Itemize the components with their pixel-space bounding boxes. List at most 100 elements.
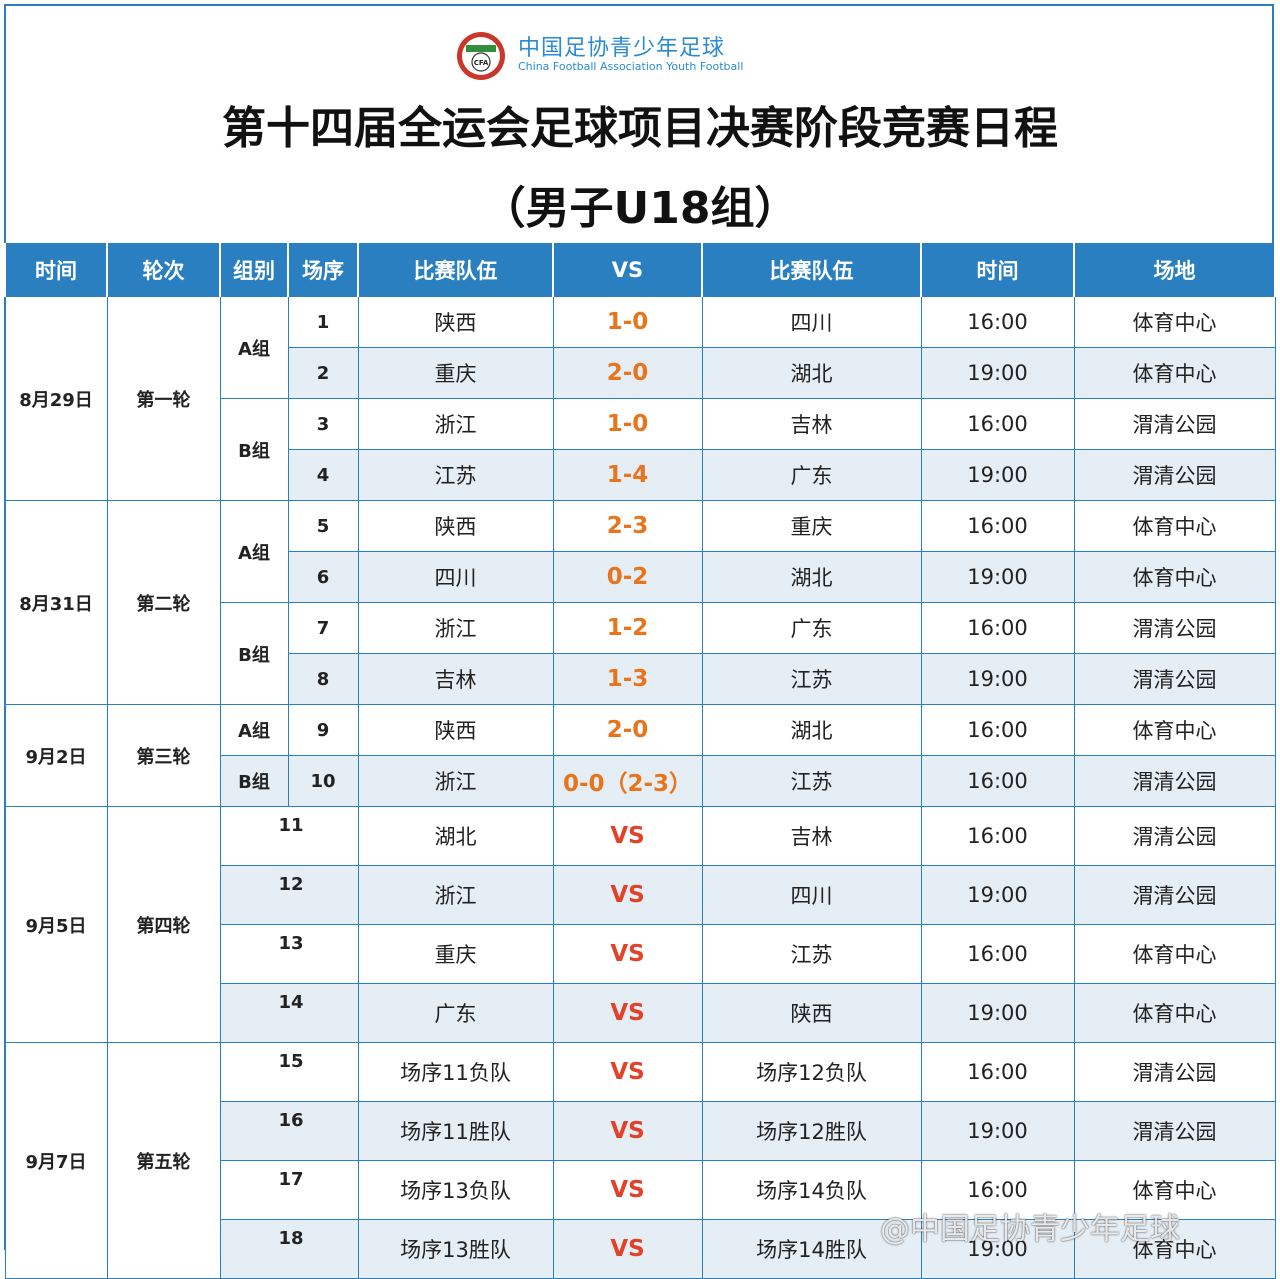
seq-cell: 16 — [219, 1101, 359, 1161]
home-team-cell: 陕西 — [357, 500, 554, 552]
away-team-cell: 场序14负队 — [701, 1160, 922, 1220]
away-team-cell: 场序12胜队 — [701, 1101, 922, 1161]
seq-cell: 18 — [219, 1219, 359, 1279]
away-team-cell: 湖北 — [701, 704, 922, 756]
home-team-cell: 陕西 — [357, 704, 554, 756]
cfa-logo: CFA — [457, 32, 505, 80]
venue-cell: 体育中心 — [1073, 1160, 1276, 1220]
seq-cell: 6 — [287, 551, 359, 603]
score-cell: VS — [552, 983, 703, 1043]
seq-cell: 13 — [219, 924, 359, 984]
venue-cell: 渭清公园 — [1073, 1042, 1276, 1102]
seq-cell: 4 — [287, 449, 359, 501]
away-team-cell: 四川 — [701, 865, 922, 925]
home-team-cell: 广东 — [357, 983, 554, 1043]
score-cell: VS — [552, 1042, 703, 1102]
venue-cell: 体育中心 — [1073, 296, 1276, 348]
page-title: 第十四届全运会足球项目决赛阶段竞赛日程 — [222, 103, 1058, 154]
away-team-cell: 吉林 — [701, 398, 922, 450]
home-team-cell: 浙江 — [357, 755, 554, 807]
away-team-cell: 陕西 — [701, 983, 922, 1043]
schedule-table: 时间 轮次 组别 场序 比赛队伍 VS 比赛队伍 时间 场地 8月29日 第一轮… — [4, 243, 1276, 1279]
score-cell: 1-0 — [552, 398, 703, 450]
score-cell: 2-0 — [552, 704, 703, 756]
table-row: B组 10 浙江 0-0（2-3） 江苏 16:00 渭清公园 — [5, 755, 1276, 807]
home-team-cell: 浙江 — [357, 865, 554, 925]
score-cell: 1-0 — [552, 296, 703, 348]
seq-cell: 8 — [287, 653, 359, 705]
venue-cell: 体育中心 — [1073, 347, 1276, 399]
table-row: 17 场序13负队 VS 场序14负队 16:00 体育中心 — [5, 1160, 1276, 1220]
score-cell: 2-0 — [552, 347, 703, 399]
time-cell: 16:00 — [920, 296, 1075, 348]
home-team-cell: 场序11负队 — [357, 1042, 554, 1102]
logo-text: CFA — [474, 59, 489, 67]
table-row: 8月29日 第一轮 A组 1 陕西 1-0 四川 16:00 体育中心 — [4, 296, 1276, 501]
seq-cell: 3 — [287, 398, 359, 450]
round-cell: 第三轮 — [106, 704, 221, 807]
header-vs: VS — [552, 243, 703, 297]
score-cell: 0-2 — [552, 551, 703, 603]
home-team-cell: 重庆 — [357, 924, 554, 984]
venue-cell: 渭清公园 — [1073, 865, 1276, 925]
away-team-cell: 广东 — [701, 602, 922, 654]
table-row: 8月31日 第二轮 A组 5 陕西 2-3 重庆 16:00 体育中心 — [4, 500, 1276, 705]
away-team-cell: 四川 — [701, 296, 922, 348]
time-cell: 16:00 — [920, 500, 1075, 552]
table-row: 14 广东 VS 陕西 19:00 体育中心 — [5, 983, 1276, 1043]
table-row: 9月7日 第五轮 15 场序11负队 VS 场序12负队 16:00 渭清公园 — [4, 1042, 1276, 1279]
table-row: 9月5日 第四轮 11 湖北 VS 吉林 16:00 渭清公园 — [4, 806, 1276, 1043]
away-team-cell: 重庆 — [701, 500, 922, 552]
time-cell: 19:00 — [920, 551, 1075, 603]
round-cell: 第二轮 — [106, 500, 221, 705]
table-row: 13 重庆 VS 江苏 16:00 体育中心 — [5, 924, 1276, 984]
score-cell: VS — [552, 1219, 703, 1279]
seq-cell: 1 — [287, 296, 359, 348]
group-cell: B组 — [219, 602, 289, 705]
home-team-cell: 吉林 — [357, 653, 554, 705]
seq-cell: 10 — [287, 755, 359, 807]
table-row: 9月2日 第三轮 A组 9 陕西 2-0 湖北 16:00 体育中心 — [4, 704, 1276, 807]
venue-cell: 渭清公园 — [1073, 1101, 1276, 1161]
seq-cell: 12 — [219, 865, 359, 925]
group-cell: A组 — [219, 704, 289, 756]
score-cell: 1-2 — [552, 602, 703, 654]
venue-cell: 体育中心 — [1073, 704, 1276, 756]
home-team-cell: 浙江 — [357, 602, 554, 654]
group-cell: A组 — [219, 296, 289, 399]
score-cell: VS — [552, 806, 703, 866]
group-cell: A组 — [219, 500, 289, 603]
home-team-cell: 重庆 — [357, 347, 554, 399]
seq-cell: 14 — [219, 983, 359, 1043]
score-cell: 2-3 — [552, 500, 703, 552]
time-cell: 19:00 — [920, 1101, 1075, 1161]
time-cell: 16:00 — [920, 1160, 1075, 1220]
group-cell: B组 — [219, 398, 289, 501]
seq-cell: 2 — [287, 347, 359, 399]
table-row: 4 江苏 1-4 广东 19:00 渭清公园 — [5, 449, 1276, 501]
home-team-cell: 场序13负队 — [357, 1160, 554, 1220]
brand-name-cn: 中国足协青少年足球 — [518, 36, 726, 61]
group-cell: B组 — [219, 755, 289, 807]
score-cell: VS — [552, 1160, 703, 1220]
time-cell: 16:00 — [920, 398, 1075, 450]
date-cell: 9月7日 — [4, 1042, 108, 1279]
away-team-cell: 江苏 — [701, 653, 922, 705]
away-team-cell: 湖北 — [701, 347, 922, 399]
time-cell: 19:00 — [920, 449, 1075, 501]
venue-cell: 体育中心 — [1073, 983, 1276, 1043]
date-cell: 8月31日 — [4, 500, 108, 705]
table-row: 2 重庆 2-0 湖北 19:00 体育中心 — [5, 347, 1276, 399]
table-row: 12 浙江 VS 四川 19:00 渭清公园 — [5, 865, 1276, 925]
time-cell: 16:00 — [920, 806, 1075, 866]
venue-cell: 渭清公园 — [1073, 755, 1276, 807]
time-cell: 16:00 — [920, 1042, 1075, 1102]
time-cell: 19:00 — [920, 865, 1075, 925]
table-row: B组 3 浙江 1-0 吉林 16:00 渭清公园 — [5, 398, 1276, 501]
venue-cell: 渭清公园 — [1073, 602, 1276, 654]
header-seq: 场序 — [287, 243, 359, 297]
time-cell: 16:00 — [920, 602, 1075, 654]
watermark: @中国足协青少年足球 — [880, 1212, 1180, 1247]
away-team-cell: 吉林 — [701, 806, 922, 866]
seq-cell: 15 — [219, 1042, 359, 1102]
